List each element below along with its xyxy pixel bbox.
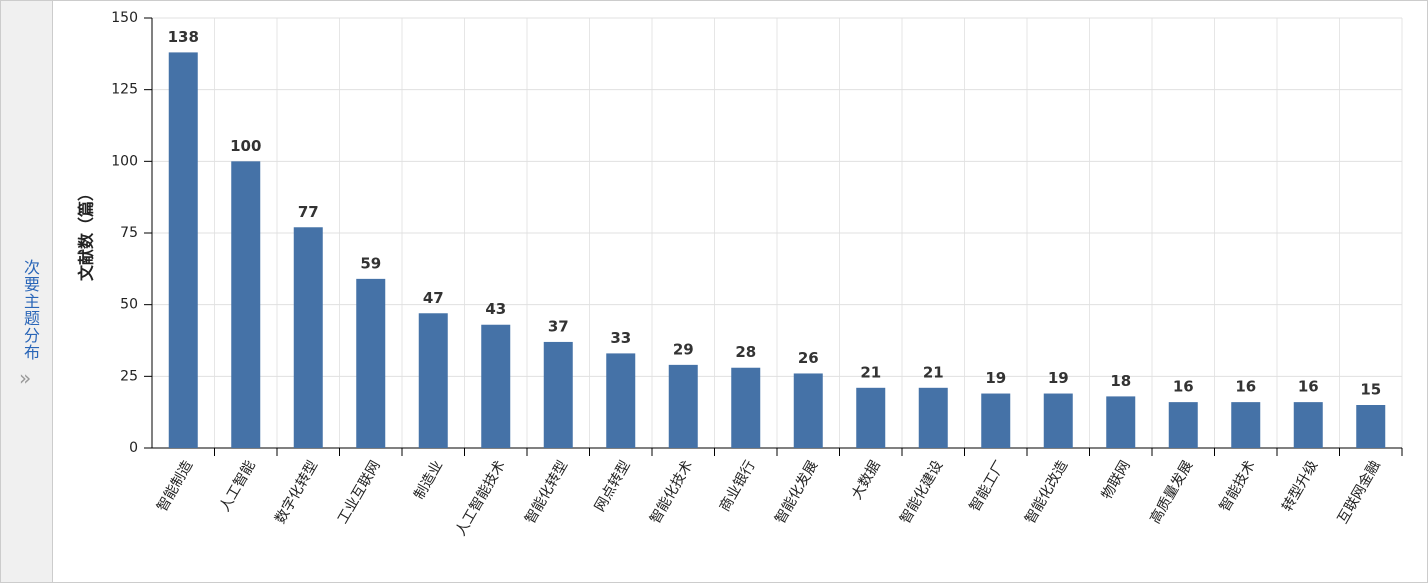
y-tick-label: 125	[111, 82, 138, 98]
bar	[606, 353, 636, 448]
value-label: 33	[610, 329, 631, 347]
x-tick-label: 人工智能技术	[453, 458, 509, 539]
chart: 文献数（篇） 0 25 50 75 100 125 150 智能制造 138 人工智能 100 数字化…	[77, 10, 1403, 539]
y-tick-label: 25	[120, 368, 138, 384]
side-panel[interactable]: 次要主题分布 »	[1, 1, 53, 582]
value-label: 19	[1048, 369, 1069, 387]
value-label: 26	[798, 349, 819, 367]
value-label: 16	[1298, 378, 1319, 396]
bar	[231, 161, 261, 449]
x-tick-label: 商业银行	[717, 458, 759, 514]
value-label: 19	[985, 369, 1006, 387]
x-tick-label: 智能化转型	[522, 458, 571, 527]
value-label: 16	[1235, 378, 1256, 396]
side-panel-label[interactable]: 次要主题分布	[21, 259, 40, 361]
x-tick-label: 智能化改造	[1022, 458, 1071, 527]
x-tick-label: 工业互联网	[335, 458, 384, 527]
x-tick-label: 制造业	[411, 458, 446, 502]
value-label: 29	[673, 340, 694, 358]
bar	[543, 341, 573, 448]
x-tick-label: 转型升级	[1279, 458, 1321, 514]
bar	[418, 313, 448, 448]
value-label: 138	[168, 28, 199, 46]
x-tick-label: 智能化技术	[647, 458, 696, 527]
bar	[356, 278, 386, 448]
bar	[168, 52, 198, 449]
bar	[1043, 393, 1073, 448]
x-tick-label: 智能制造	[154, 458, 196, 514]
y-tick-label: 75	[120, 225, 138, 241]
x-tick-label: 智能化发展	[772, 458, 821, 527]
value-label: 18	[1110, 372, 1131, 390]
y-tick-label: 100	[111, 153, 138, 169]
bar	[481, 324, 511, 448]
value-label: 16	[1173, 378, 1194, 396]
bar	[918, 387, 948, 448]
x-tick-label: 智能化建设	[897, 458, 946, 527]
x-tick-label: 人工智能	[217, 458, 259, 514]
bar	[856, 387, 886, 448]
x-tick-label: 高质量发展	[1146, 458, 1196, 527]
bar	[1293, 402, 1323, 448]
bar	[293, 227, 323, 448]
bar	[1356, 405, 1386, 448]
bar	[731, 367, 761, 448]
y-tick-label: 50	[120, 297, 138, 313]
y-axis-label: 文献数（篇）	[77, 185, 96, 281]
bar	[981, 393, 1011, 448]
x-tick-label: 物联网	[1099, 458, 1134, 502]
value-label: 21	[923, 363, 944, 381]
value-label: 37	[548, 317, 569, 335]
bar	[1231, 402, 1261, 448]
value-label: 21	[860, 363, 881, 381]
bar	[793, 373, 823, 448]
x-tick-label: 智能工厂	[967, 458, 1009, 514]
x-tick-label: 网点转型	[592, 458, 634, 514]
x-tick-label: 互联网金融	[1335, 458, 1384, 527]
y-tick-label: 150	[111, 10, 138, 26]
value-label: 100	[230, 137, 261, 155]
value-label: 28	[735, 343, 756, 361]
bar	[1168, 402, 1198, 448]
expand-icon[interactable]: »	[19, 366, 32, 390]
value-label: 59	[360, 254, 381, 272]
x-tick-label: 大数据	[849, 458, 884, 502]
bar	[1106, 396, 1136, 448]
y-tick-label: 0	[129, 440, 138, 456]
value-label: 77	[298, 203, 319, 221]
bar	[668, 364, 698, 448]
value-label: 43	[485, 300, 506, 318]
x-tick-label: 智能技术	[1217, 458, 1259, 514]
value-label: 15	[1360, 381, 1381, 399]
x-tick-label: 数字化转型	[272, 458, 321, 527]
value-label: 47	[423, 289, 444, 307]
